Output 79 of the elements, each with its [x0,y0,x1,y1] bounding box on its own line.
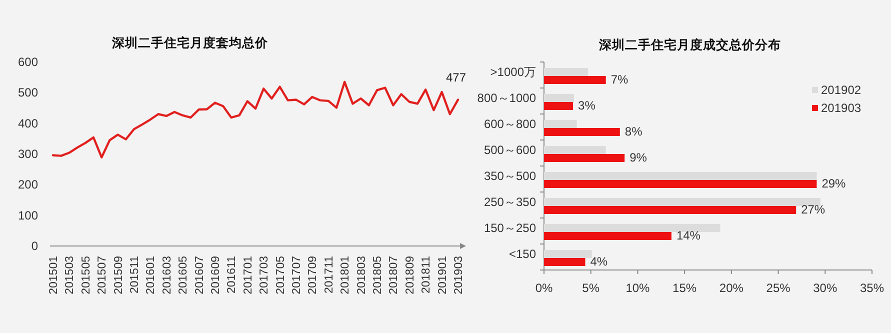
bar [544,146,606,154]
x-tick-label: 201711 [323,256,336,294]
x-tick-label: 201903 [453,256,465,294]
x-tick-label: 201807 [388,256,400,294]
data-label: 29% [822,176,846,190]
x-tick-label: 20% [719,281,744,295]
x-tick-label: 201603 [161,256,174,294]
data-label: 7% [610,72,629,86]
y-tick-label: 200 [18,178,38,192]
bar [544,224,720,232]
x-tick-label: 201503 [64,256,76,294]
x-tick-label: 201809 [404,256,416,294]
data-label: 3% [578,98,596,112]
x-tick-label: 201801 [340,256,352,294]
bar [544,232,672,240]
bar [544,120,577,128]
bar [544,68,588,76]
bar [544,76,606,84]
x-tick-label: 201611 [226,256,238,294]
x-tick-label: 201703 [258,256,271,294]
y-tick-label: 250～350 [484,195,536,209]
x-tick-label: 201805 [372,256,384,294]
y-tick-label: 600～800 [484,117,536,131]
x-tick-label: 201501 [48,256,60,294]
x-tick-label: 201701 [242,256,254,294]
data-label: 27% [801,202,826,216]
x-tick-label: 201709 [307,256,320,294]
bar [544,198,820,206]
y-tick-label: 150～250 [484,221,536,235]
y-tick-label: 500～600 [484,143,536,157]
x-tick-label: 15% [672,281,697,295]
data-label: 8% [624,124,643,138]
x-tick-label: 201705 [274,256,287,294]
bar [544,206,796,214]
chart-title: 深圳二手住宅月度成交总价分布 [598,37,781,52]
x-tick-label: 201511 [129,256,141,294]
legend-label: 201903 [821,101,862,115]
y-tick-label: 400 [18,116,38,130]
chart-title: 深圳二手住宅月度套均总价 [111,35,269,50]
bar [544,154,625,162]
data-label: 14% [676,228,701,242]
line-series [52,80,460,158]
x-tick-label: 0% [535,281,553,295]
y-tick-label: 300 [18,147,38,161]
y-tick-label: 0 [31,239,38,253]
data-label: 4% [590,254,608,268]
data-label: 9% [630,150,648,164]
x-tick-label: 201811 [420,256,433,294]
bar [544,172,817,180]
bar [544,250,592,258]
x-tick-label: 201707 [291,256,303,294]
x-tick-label: 201505 [80,256,92,294]
x-tick-label: 201607 [194,256,206,294]
annotation: 477 [446,70,466,85]
x-tick-label: 201605 [178,256,190,294]
legend-label: 201902 [821,83,862,97]
bar [544,258,586,266]
x-tick-label: 35% [860,281,884,295]
x-tick-label: 201803 [356,256,368,294]
x-tick-label: 201509 [112,256,125,294]
x-tick-label: 5% [582,281,600,295]
y-tick-label: <150 [508,247,536,261]
x-tick-label: 201601 [145,256,158,294]
bar [544,102,574,110]
bar [544,128,620,136]
y-tick-label: 600 [18,55,38,69]
x-tick-label: 30% [813,281,838,295]
x-tick-label: 201609 [210,256,222,294]
y-tick-label: >1000万 [490,65,536,79]
x-tick-label: 201507 [96,256,109,294]
x-tick-label: 201901 [436,256,449,294]
bar [544,180,817,188]
x-tick-label: 25% [766,281,791,295]
y-tick-label: 500 [18,86,38,100]
y-tick-label: 100 [18,208,38,222]
y-tick-label: 800～1000 [477,91,536,105]
y-tick-label: 350～500 [484,169,536,183]
bar [544,94,574,102]
x-tick-label: 10% [626,281,650,295]
